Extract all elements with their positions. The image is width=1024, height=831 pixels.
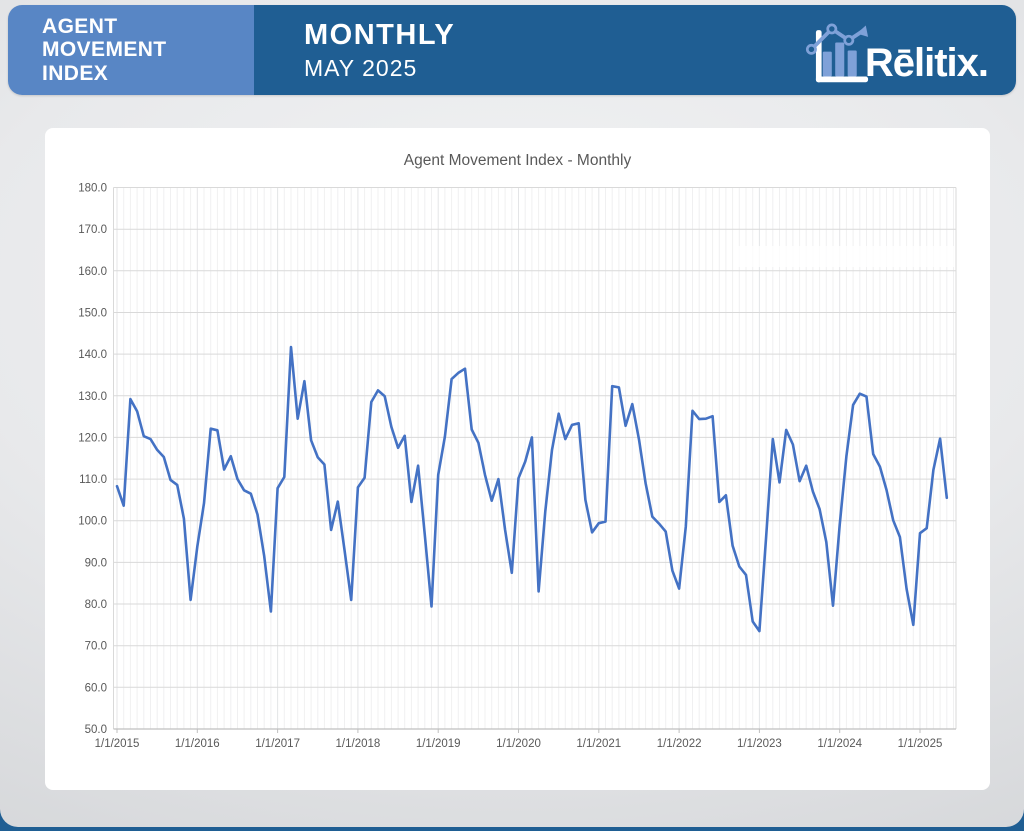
header-right-panel: MONTHLY MAY 2025 Rēlitix. <box>254 5 1016 95</box>
index-title: AGENT MOVEMENT INDEX <box>42 15 167 85</box>
y-axis-tick-label: 100.0 <box>78 516 107 528</box>
relitix-logo: Rēlitix. <box>805 13 989 89</box>
x-axis-tick-label: 1/1/2019 <box>416 738 461 750</box>
report-type-label: MONTHLY <box>304 18 456 51</box>
chart-title: Agent Movement Index - Monthly <box>403 152 632 169</box>
y-axis-tick-label: 80.0 <box>85 599 107 611</box>
y-axis-tick-label: 170.0 <box>78 224 107 236</box>
header-left-panel: AGENT MOVEMENT INDEX <box>8 5 254 95</box>
x-axis-tick-label: 1/1/2022 <box>657 738 702 750</box>
y-axis-tick-label: 110.0 <box>79 474 107 486</box>
x-axis-tick-label: 1/1/2020 <box>496 738 541 750</box>
x-axis-tick-label: 1/1/2018 <box>336 738 381 750</box>
y-axis-tick-label: 180.0 <box>78 183 107 195</box>
x-axis-tick-label: 1/1/2024 <box>817 738 862 750</box>
x-axis-tick-label: 1/1/2016 <box>175 738 220 750</box>
brand-name: Rēlitix. <box>864 41 989 85</box>
x-axis-tick-label: 1/1/2015 <box>95 738 140 750</box>
y-axis-tick-label: 60.0 <box>85 682 107 694</box>
bar-chart-logo-icon <box>805 23 868 83</box>
y-axis-tick-label: 140.0 <box>78 349 107 361</box>
y-axis-tick-label: 50.0 <box>85 724 107 736</box>
y-axis-tick-label: 70.0 <box>85 641 107 653</box>
y-axis-tick-label: 160.0 <box>78 266 107 278</box>
report-date-label: MAY 2025 <box>304 54 418 81</box>
x-axis-tick-label: 1/1/2017 <box>255 738 300 750</box>
y-axis-tick-label: 90.0 <box>85 557 107 569</box>
ami-data-line <box>115 345 949 633</box>
y-axis-tick-label: 130.0 <box>78 391 107 403</box>
y-axis-tick-label: 120.0 <box>78 432 107 444</box>
x-axis-tick-label: 1/1/2023 <box>737 738 782 750</box>
y-axis-tick-label: 150.0 <box>78 307 107 319</box>
header-bar: AGENT MOVEMENT INDEX MONTHLY MAY 2025 <box>8 5 1016 95</box>
x-axis-tick-label: 1/1/2021 <box>576 738 621 750</box>
x-axis-tick-label: 1/1/2025 <box>898 738 943 750</box>
artifact-band <box>737 246 955 267</box>
